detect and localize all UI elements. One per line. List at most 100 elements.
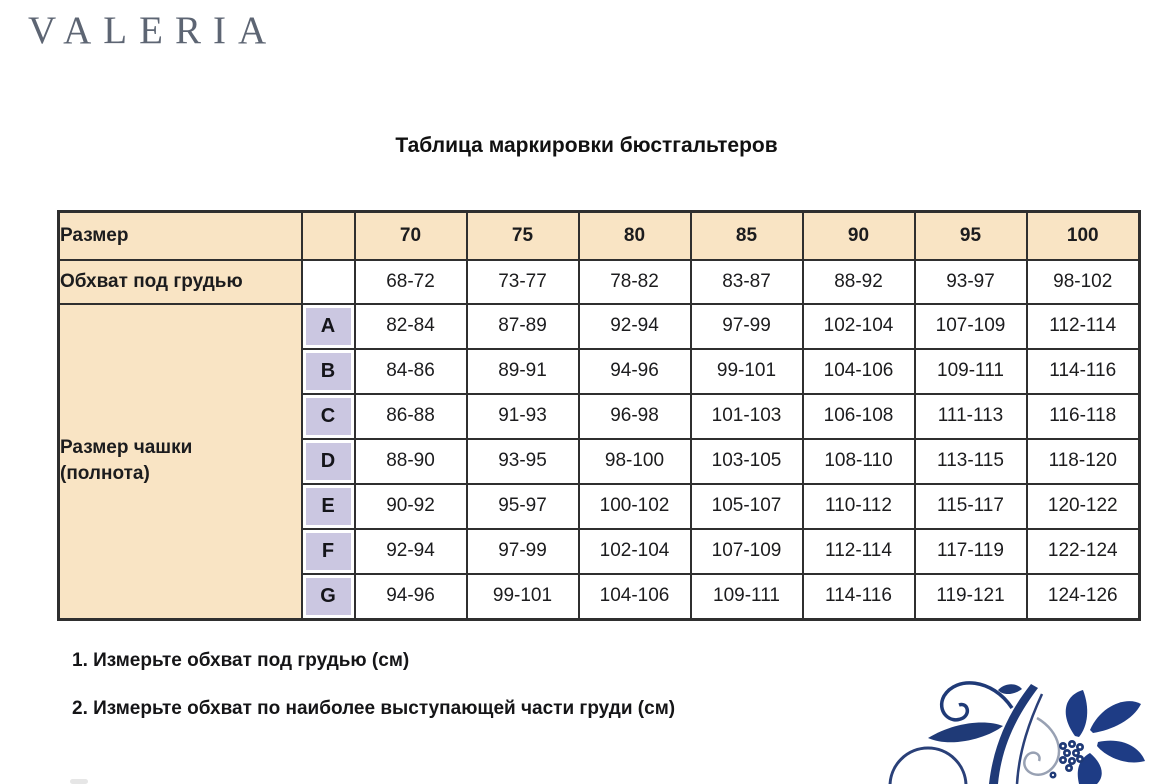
cup-letter: G: [305, 577, 351, 615]
measurement-cell: 90-92: [353, 482, 468, 530]
brand-logo: VALERIA: [28, 9, 279, 52]
cup-letter: B: [305, 352, 351, 390]
measurement-cell: 101-103: [689, 392, 804, 440]
measurement-cell: 104-106: [801, 347, 916, 395]
cup-letter: F: [305, 532, 351, 570]
cup-letter-cell: C: [300, 392, 356, 440]
cup-letter: C: [305, 397, 351, 435]
measurement-cell: 89-91: [465, 347, 580, 395]
empty-cell: [300, 258, 356, 305]
measurement-cell: 100-102: [577, 482, 692, 530]
measurement-cell: 97-99: [465, 527, 580, 575]
underbust-value-cell: 93-97: [913, 258, 1028, 305]
cup-row: D 88-90 93-95 98-100 103-105 108-110 113-115 11…: [59, 437, 1141, 485]
measurement-cell: 108-110: [801, 437, 916, 485]
measurement-cell: 94-96: [353, 572, 468, 620]
size-column-header: 95: [913, 210, 1028, 261]
measurement-cell: 95-97: [465, 482, 580, 530]
underbust-value-cell: 78-82: [577, 258, 692, 305]
measurement-cell: 88-90: [353, 437, 468, 485]
measurement-cell: 105-107: [689, 482, 804, 530]
measurement-cell: 99-101: [465, 572, 580, 620]
measurement-cell: 92-94: [577, 302, 692, 350]
size-column-header: 100: [1025, 210, 1141, 261]
underbust-row: Обхват под грудью 68-72 73-77 78-82 83-87 88-…: [57, 258, 1141, 305]
measurement-cell: 104-106: [577, 572, 692, 620]
cup-letter-cell: G: [300, 572, 356, 620]
corner-cell: [300, 210, 356, 261]
measurement-cell: 120-122: [1025, 482, 1141, 530]
cup-letter-cell: B: [300, 347, 356, 395]
measurement-cell: 114-116: [1025, 347, 1141, 395]
cup-row: Размер чашки (полнота) A 82-84 87-89 92-94 97…: [57, 302, 1141, 620]
cup-letter: A: [305, 307, 351, 345]
cup-letter: E: [305, 487, 351, 525]
measurement-cell: 102-104: [577, 527, 692, 575]
size-column-header: 75: [465, 210, 580, 261]
cup-letter-cell: E: [300, 482, 356, 530]
floral-flourish-ornament-icon: [888, 681, 1145, 784]
cup-letter-cell: D: [300, 437, 356, 485]
measurement-cell: 119-121: [913, 572, 1028, 620]
cup-letter: D: [305, 442, 351, 480]
measurement-cell: 113-115: [913, 437, 1028, 485]
cup-row: F 92-94 97-99 102-104 107-109 112-114 117-119 1…: [59, 527, 1141, 575]
cup-row: G 94-96 99-101 104-106 109-111 114-116 119-121…: [59, 572, 1141, 620]
measurement-cell: 109-111: [913, 347, 1028, 395]
measurement-cell: 102-104: [801, 302, 916, 350]
measurement-cell: 107-109: [689, 527, 804, 575]
measurement-cell: 117-119: [913, 527, 1028, 575]
measurement-cell: 124-126: [1025, 572, 1141, 620]
measurement-cell: 110-112: [801, 482, 916, 530]
cup-row: B 84-86 89-91 94-96 99-101 104-106 109-111 114-…: [59, 347, 1141, 395]
cup-letter-cell: F: [300, 527, 356, 575]
measurement-cell: 114-116: [801, 572, 916, 620]
size-column-header: 70: [353, 210, 468, 261]
size-header-row: Размер 70 75 80 85 90 95 100: [57, 210, 1141, 261]
size-column-header: 90: [801, 210, 916, 261]
measurement-cell: 115-117: [913, 482, 1028, 530]
cup-row: C 86-88 91-93 96-98 101-103 106-108 111-113 116…: [59, 392, 1141, 440]
instructions-list: 1. Измерьте обхват под грудью (см) 2. Изм…: [72, 650, 675, 746]
bra-size-table: Размер 70 75 80 85 90 95 100 Обхват под грудью 68…: [57, 210, 1141, 621]
size-column-header: 85: [689, 210, 804, 261]
measurement-cell: 106-108: [801, 392, 916, 440]
cup-letter-cell: A: [300, 302, 356, 350]
instruction-item: 1. Измерьте обхват под грудью (см): [72, 650, 410, 671]
measurement-cell: 94-96: [577, 347, 692, 395]
measurement-cell: 112-114: [1025, 302, 1141, 350]
measurement-cell: 111-113: [913, 392, 1028, 440]
measurement-cell: 118-120: [1025, 437, 1141, 485]
underbust-value-cell: 88-92: [801, 258, 916, 305]
measurement-cell: 96-98: [577, 392, 692, 440]
measurement-cell: 93-95: [465, 437, 580, 485]
measurement-cell: 122-124: [1025, 527, 1141, 575]
page-title: Таблица маркировки бюстгальтеров: [395, 134, 778, 157]
measurement-cell: 97-99: [689, 302, 804, 350]
measurement-cell: 92-94: [353, 527, 468, 575]
measurement-cell: 91-93: [465, 392, 580, 440]
measurement-cell: 98-100: [577, 437, 692, 485]
cutoff-text-fragment: [70, 779, 88, 784]
measurement-cell: 103-105: [689, 437, 804, 485]
underbust-value-cell: 98-102: [1025, 258, 1141, 305]
measurement-cell: 116-118: [1025, 392, 1141, 440]
measurement-cell: 112-114: [801, 527, 916, 575]
measurement-cell: 82-84: [353, 302, 468, 350]
measurement-cell: 87-89: [465, 302, 580, 350]
underbust-row-label: Обхват под грудью: [57, 258, 303, 305]
underbust-value-cell: 68-72: [353, 258, 468, 305]
size-column-header: 80: [577, 210, 692, 261]
measurement-cell: 107-109: [913, 302, 1028, 350]
instruction-item: 2. Измерьте обхват по наиболее выступающ…: [72, 698, 676, 719]
underbust-value-cell: 73-77: [465, 258, 580, 305]
underbust-value-cell: 83-87: [689, 258, 804, 305]
measurement-cell: 109-111: [689, 572, 804, 620]
cup-section-label: Размер чашки (полнота): [57, 302, 303, 620]
measurement-cell: 86-88: [353, 392, 468, 440]
cup-row: E 90-92 95-97 100-102 105-107 110-112 115-117 1…: [59, 482, 1141, 530]
measurement-cell: 84-86: [353, 347, 468, 395]
size-row-label: Размер: [57, 210, 303, 261]
measurement-cell: 99-101: [689, 347, 804, 395]
